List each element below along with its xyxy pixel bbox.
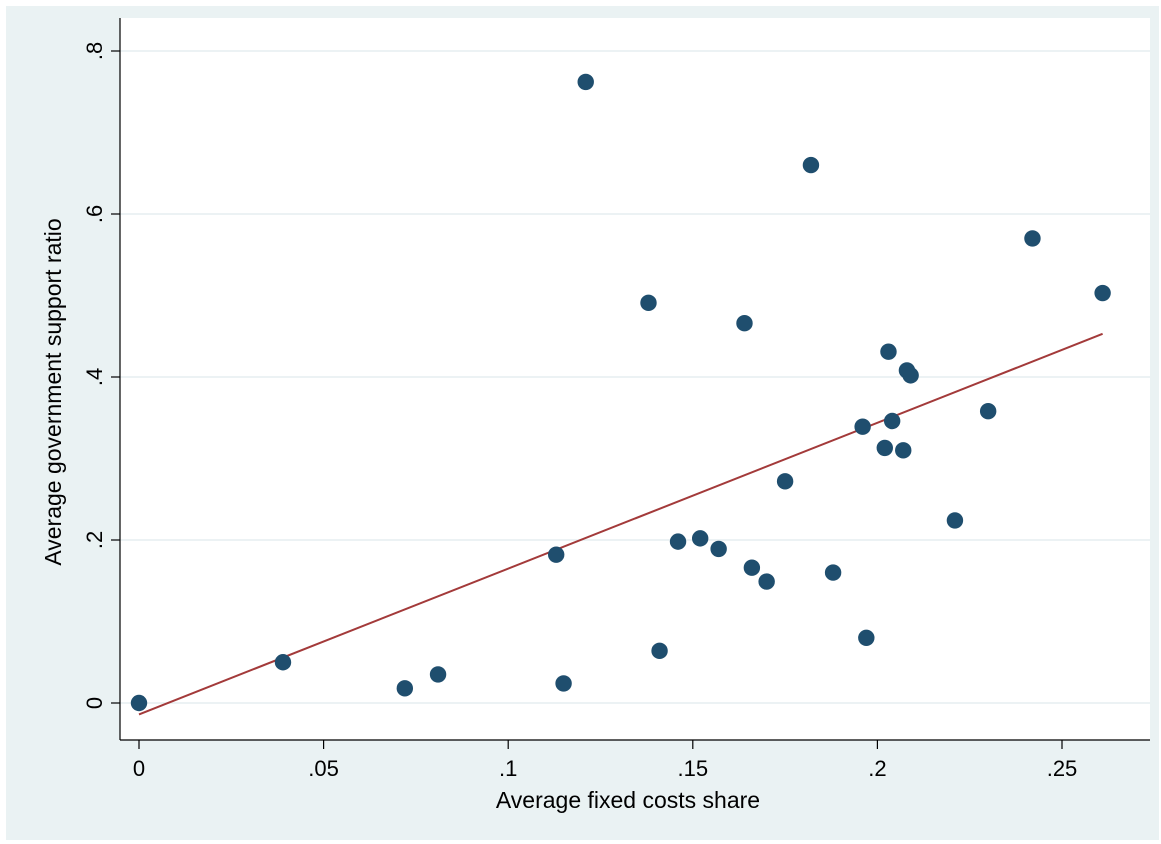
x-tick-label-5: .25 <box>1047 756 1078 781</box>
data-point-19 <box>858 629 875 646</box>
data-point-27 <box>979 403 997 420</box>
y-axis-ticks: 0 .2 .4 .6 .8 <box>82 42 120 709</box>
y-tick-label-4: .8 <box>82 42 107 60</box>
data-point-1 <box>274 654 292 671</box>
data-point-16 <box>802 156 820 174</box>
data-point-21 <box>880 343 897 360</box>
data-point-15 <box>776 473 794 490</box>
x-tick-label-1: .05 <box>308 756 339 781</box>
data-point-22 <box>883 412 901 430</box>
x-tick-label-3: .15 <box>678 756 709 781</box>
data-point-29 <box>1094 284 1111 302</box>
data-point-5 <box>555 675 572 692</box>
x-axis-title: Average fixed costs share <box>496 787 760 813</box>
data-point-12 <box>736 315 753 332</box>
plot-area <box>120 18 1150 740</box>
data-point-10 <box>691 530 709 547</box>
data-point-7 <box>640 294 657 312</box>
grid-lines <box>120 50 1150 704</box>
chart-frame: 0 .05 .1 .15 .2 .25 0 .2 .4 .6 .8 Average fixed c… <box>6 6 1159 840</box>
fit-line-layer <box>138 332 1103 716</box>
data-point-6 <box>577 73 594 91</box>
data-point-3 <box>429 666 447 683</box>
data-point-9 <box>669 533 687 550</box>
x-tick-label-0: 0 <box>133 756 145 781</box>
x-tick-label-4: .2 <box>868 756 886 781</box>
data-point-0 <box>130 694 148 712</box>
scatter-chart: 0 .05 .1 .15 .2 .25 0 .2 .4 .6 .8 Average fixed c… <box>40 18 1150 813</box>
y-tick-label-0: 0 <box>82 697 107 709</box>
fit-line <box>138 332 1103 716</box>
data-point-25 <box>902 367 919 384</box>
y-tick-label-2: .4 <box>82 368 107 386</box>
data-point-26 <box>946 512 964 529</box>
data-point-13 <box>743 559 761 576</box>
axes <box>119 18 1150 741</box>
x-axis-ticks: 0 .05 .1 .15 .2 .25 <box>133 740 1077 781</box>
data-point-18 <box>854 418 871 435</box>
data-points <box>130 73 1111 712</box>
data-point-11 <box>710 540 727 558</box>
data-point-8 <box>651 642 668 660</box>
data-point-17 <box>824 564 842 581</box>
y-axis-title: Average government support ratio <box>40 218 66 565</box>
data-point-23 <box>895 442 912 459</box>
y-tick-label-1: .2 <box>82 531 107 549</box>
data-point-28 <box>1024 230 1041 247</box>
x-tick-label-2: .1 <box>499 756 517 781</box>
data-point-14 <box>758 573 775 590</box>
y-tick-label-3: .6 <box>82 205 107 223</box>
data-point-2 <box>396 680 414 697</box>
data-point-20 <box>876 439 893 457</box>
data-point-4 <box>547 546 565 563</box>
